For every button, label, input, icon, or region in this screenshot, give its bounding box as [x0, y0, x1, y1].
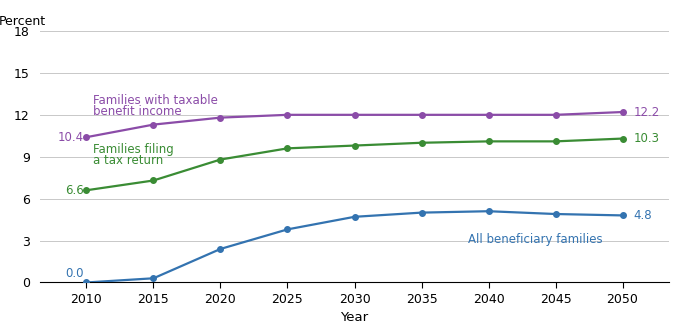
Text: Families filing: Families filing: [93, 143, 174, 156]
Text: 0.0: 0.0: [65, 267, 84, 280]
Text: Families with taxable: Families with taxable: [93, 94, 218, 107]
Text: a tax return: a tax return: [93, 154, 163, 167]
X-axis label: Year: Year: [340, 312, 369, 324]
Text: Percent: Percent: [0, 16, 46, 28]
Text: All beneficiary families: All beneficiary families: [468, 233, 603, 246]
Text: 12.2: 12.2: [633, 106, 659, 118]
Text: 4.8: 4.8: [633, 209, 652, 222]
Text: benefit income: benefit income: [93, 105, 182, 118]
Text: 10.4: 10.4: [57, 131, 84, 144]
Text: 10.3: 10.3: [633, 132, 659, 145]
Text: 6.6: 6.6: [65, 184, 84, 197]
